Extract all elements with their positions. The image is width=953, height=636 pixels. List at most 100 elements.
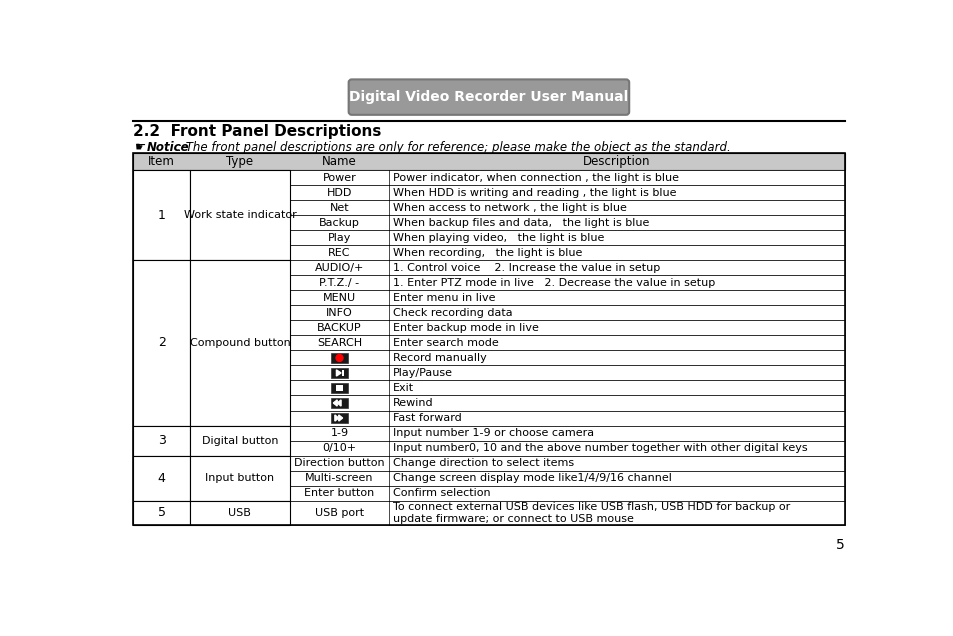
Text: 0/10+: 0/10+ — [322, 443, 356, 453]
Text: Enter button: Enter button — [304, 488, 375, 498]
Text: Confirm selection: Confirm selection — [393, 488, 490, 498]
Bar — [133, 170, 190, 260]
Text: Input button: Input button — [205, 473, 274, 483]
Bar — [331, 383, 348, 394]
Text: 1-9: 1-9 — [330, 428, 348, 438]
Text: Change direction to select items: Change direction to select items — [393, 458, 574, 468]
Bar — [331, 368, 348, 378]
Bar — [336, 385, 342, 391]
Bar — [341, 370, 343, 376]
Text: Enter backup mode in live: Enter backup mode in live — [393, 323, 538, 333]
Text: Description: Description — [582, 155, 650, 169]
Bar — [331, 398, 348, 408]
Bar — [133, 501, 843, 525]
Bar — [133, 335, 843, 350]
Bar — [133, 153, 843, 170]
FancyBboxPatch shape — [348, 80, 629, 115]
Text: Power: Power — [322, 173, 356, 183]
Text: HDD: HDD — [327, 188, 352, 198]
Bar — [190, 501, 290, 525]
Text: USB: USB — [228, 508, 251, 518]
Bar — [190, 170, 290, 260]
Text: SEARCH: SEARCH — [316, 338, 362, 348]
Text: Enter menu in live: Enter menu in live — [393, 293, 496, 303]
Bar — [190, 455, 290, 501]
Text: Digital button: Digital button — [201, 436, 278, 446]
Polygon shape — [338, 415, 342, 421]
Circle shape — [335, 354, 343, 361]
Bar — [133, 275, 843, 291]
Bar — [133, 471, 843, 485]
Text: Check recording data: Check recording data — [393, 308, 513, 318]
Text: ☛: ☛ — [134, 141, 146, 154]
Bar — [190, 425, 290, 455]
Text: Direction button: Direction button — [294, 458, 384, 468]
Bar — [331, 413, 348, 424]
Bar — [133, 380, 843, 396]
Polygon shape — [333, 400, 336, 406]
Text: When access to network , the light is blue: When access to network , the light is bl… — [393, 203, 626, 213]
Bar — [133, 245, 843, 260]
Text: 5: 5 — [157, 506, 166, 519]
Polygon shape — [335, 415, 338, 421]
Bar — [133, 350, 843, 366]
Text: Enter search mode: Enter search mode — [393, 338, 498, 348]
Text: Type: Type — [226, 155, 253, 169]
Text: Change screen display mode like1/4/9/16 channel: Change screen display mode like1/4/9/16 … — [393, 473, 671, 483]
Text: Digital Video Recorder User Manual: Digital Video Recorder User Manual — [349, 90, 628, 104]
Bar — [133, 410, 843, 425]
Bar — [133, 455, 843, 471]
Bar — [133, 260, 843, 275]
Text: 4: 4 — [157, 471, 166, 485]
Text: Play/Pause: Play/Pause — [393, 368, 453, 378]
Text: BACKUP: BACKUP — [317, 323, 361, 333]
Text: To connect external USB devices like USB flash, USB HDD for backup or
update fir: To connect external USB devices like USB… — [393, 502, 790, 524]
Text: Rewind: Rewind — [393, 398, 434, 408]
Bar — [133, 291, 843, 305]
Text: Input number0, 10 and the above number together with other digital keys: Input number0, 10 and the above number t… — [393, 443, 807, 453]
Text: : The front panel descriptions are only for reference; please make the object as: : The front panel descriptions are only … — [178, 141, 730, 154]
Text: Power indicator, when connection , the light is blue: Power indicator, when connection , the l… — [393, 173, 679, 183]
Text: When backup files and data,   the light is blue: When backup files and data, the light is… — [393, 218, 649, 228]
Text: 1. Enter PTZ mode in live   2. Decrease the value in setup: 1. Enter PTZ mode in live 2. Decrease th… — [393, 278, 715, 288]
Bar — [133, 321, 843, 335]
Text: Work state indicator: Work state indicator — [183, 211, 296, 220]
Polygon shape — [336, 400, 341, 406]
Bar — [133, 305, 843, 321]
Text: Multi-screen: Multi-screen — [305, 473, 374, 483]
Text: When HDD is writing and reading , the light is blue: When HDD is writing and reading , the li… — [393, 188, 676, 198]
Bar — [133, 501, 190, 525]
Text: MENU: MENU — [323, 293, 355, 303]
Bar — [133, 230, 843, 245]
Bar — [133, 425, 190, 455]
Bar — [133, 441, 843, 455]
Bar — [331, 352, 348, 363]
Text: USB port: USB port — [314, 508, 364, 518]
Text: Item: Item — [148, 155, 175, 169]
Text: 5: 5 — [835, 538, 843, 552]
Text: 2.2  Front Panel Descriptions: 2.2 Front Panel Descriptions — [133, 124, 381, 139]
Text: When recording,   the light is blue: When recording, the light is blue — [393, 248, 582, 258]
Text: 1. Control voice    2. Increase the value in setup: 1. Control voice 2. Increase the value i… — [393, 263, 659, 273]
Text: Fast forward: Fast forward — [393, 413, 461, 423]
Text: P.T.Z./ -: P.T.Z./ - — [319, 278, 359, 288]
Text: Compound button: Compound button — [190, 338, 290, 348]
Text: Name: Name — [322, 155, 356, 169]
Text: 3: 3 — [157, 434, 166, 447]
Bar — [133, 485, 843, 501]
Text: REC: REC — [328, 248, 351, 258]
Text: Exit: Exit — [393, 383, 414, 393]
Bar — [133, 425, 843, 441]
Bar — [133, 200, 843, 216]
Text: 2: 2 — [157, 336, 166, 349]
Bar — [133, 455, 190, 501]
Text: INFO: INFO — [326, 308, 353, 318]
Text: When playing video,   the light is blue: When playing video, the light is blue — [393, 233, 604, 243]
Text: Notice: Notice — [147, 141, 190, 154]
Bar — [190, 260, 290, 425]
Bar — [133, 396, 843, 410]
Text: Play: Play — [328, 233, 351, 243]
Text: Backup: Backup — [318, 218, 359, 228]
Text: AUDIO/+: AUDIO/+ — [314, 263, 364, 273]
Bar — [133, 216, 843, 230]
